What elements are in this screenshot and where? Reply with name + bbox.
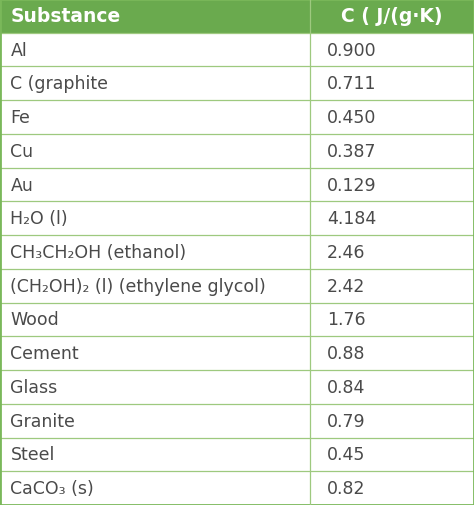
Text: 0.45: 0.45 [327,445,365,464]
Text: 0.387: 0.387 [327,142,376,161]
Bar [0,236,474,269]
Bar [0,471,474,505]
Bar [0,269,474,303]
Text: 0.82: 0.82 [327,479,365,497]
Text: Glass: Glass [10,378,58,396]
Text: 2.42: 2.42 [327,277,365,295]
Text: 0.450: 0.450 [327,109,376,127]
Bar [0,404,474,438]
Bar [0,101,474,135]
Text: 0.79: 0.79 [327,412,365,430]
Text: Granite: Granite [10,412,75,430]
Text: 0.88: 0.88 [327,344,365,363]
Bar [0,0,474,34]
Text: Substance: Substance [10,8,121,26]
Text: CaCO₃ (s): CaCO₃ (s) [10,479,94,497]
Text: 4.184: 4.184 [327,210,376,228]
Text: Cu: Cu [10,142,34,161]
Text: Au: Au [10,176,33,194]
Bar [0,303,474,337]
Text: Al: Al [10,41,27,60]
Text: CH₃CH₂OH (ethanol): CH₃CH₂OH (ethanol) [10,243,187,262]
Text: 0.711: 0.711 [327,75,376,93]
Text: Wood: Wood [10,311,59,329]
Text: 0.900: 0.900 [327,41,377,60]
Text: C (graphite: C (graphite [10,75,109,93]
Text: Steel: Steel [10,445,55,464]
Bar [0,135,474,168]
Bar [0,202,474,236]
Text: 0.129: 0.129 [327,176,377,194]
Text: C ( J/(g·K): C ( J/(g·K) [341,8,443,26]
Text: Cement: Cement [10,344,79,363]
Bar [0,438,474,471]
Text: 2.46: 2.46 [327,243,365,262]
Text: Fe: Fe [10,109,30,127]
Text: H₂O (l): H₂O (l) [10,210,68,228]
Bar [0,34,474,67]
Bar [0,168,474,202]
Text: 0.84: 0.84 [327,378,365,396]
Bar [0,67,474,101]
Text: (CH₂OH)₂ (l) (ethylene glycol): (CH₂OH)₂ (l) (ethylene glycol) [10,277,266,295]
Bar [0,370,474,404]
Bar [0,337,474,370]
Text: 1.76: 1.76 [327,311,365,329]
